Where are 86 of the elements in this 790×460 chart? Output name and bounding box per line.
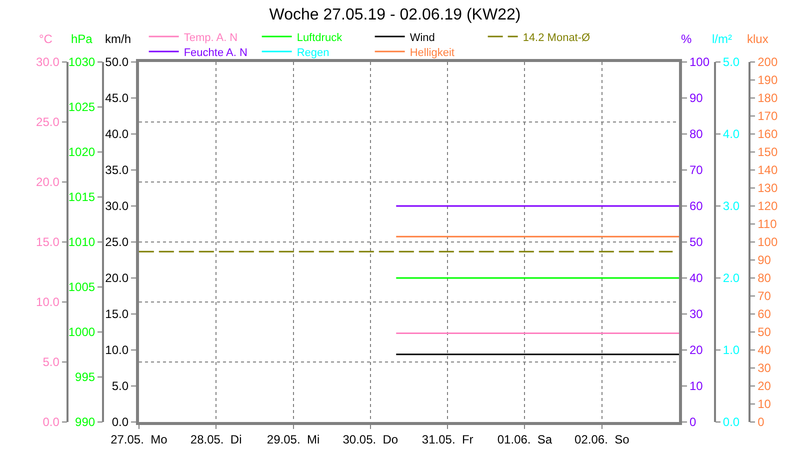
legend-label: Helligkeit <box>410 46 454 59</box>
y3-tick-label: 30 <box>758 361 772 376</box>
y2-tick-label: 4.0 <box>722 127 740 142</box>
y2-axis-title: l/m² <box>712 32 732 46</box>
y3-axis-title: hPa <box>71 32 93 46</box>
y3-tick-label: 150 <box>758 145 778 160</box>
y3-tick-label: 70 <box>758 289 772 304</box>
x-tick-label: 31.05. Fr <box>422 432 474 446</box>
y2-tick-label: 15.0 <box>36 235 60 250</box>
y3-tick-label: 110 <box>758 217 778 232</box>
y3-tick-label: 1010 <box>68 235 96 250</box>
y3-tick-label: 1025 <box>68 100 96 114</box>
y3-tick-label: 40 <box>758 343 772 358</box>
y3-tick-label: 1000 <box>68 325 96 340</box>
y-tick-label: 80 <box>689 127 704 142</box>
y-tick-label: 20.0 <box>105 271 129 286</box>
legend-label: Regen <box>296 46 330 59</box>
y-tick-label: 30.0 <box>105 199 129 214</box>
y-tick-label: 40.0 <box>105 127 129 142</box>
y3-tick-label: 1020 <box>68 145 96 160</box>
y3-tick-label: 50 <box>758 325 772 340</box>
y3-tick-label: 190 <box>758 73 778 88</box>
y-tick-label: 10 <box>689 379 704 394</box>
y3-axis-title: klux <box>747 32 768 46</box>
y3-tick-label: 0 <box>758 415 765 430</box>
y-tick-label: 100 <box>689 55 710 70</box>
x-tick-label: 01.06. Sa <box>497 432 552 446</box>
y-tick-label: 45.0 <box>105 91 129 106</box>
legend-label: Feuchte A. N <box>184 46 248 59</box>
y3-tick-label: 1030 <box>68 55 96 70</box>
y3-tick-label: 1015 <box>68 190 96 204</box>
y2-tick-label: 25.0 <box>36 115 60 130</box>
y3-tick-label: 160 <box>758 127 778 142</box>
y3-tick-label: 130 <box>758 181 778 196</box>
y3-tick-label: 140 <box>758 163 778 178</box>
y-tick-label: 35.0 <box>105 163 129 178</box>
y-tick-label: 0 <box>689 415 696 430</box>
y-tick-label: 30 <box>689 307 704 322</box>
y3-tick-label: 120 <box>758 199 778 214</box>
x-tick-label: 27.05. Mo <box>110 432 168 446</box>
y-tick-label: 90 <box>689 91 704 106</box>
x-tick-label: 28.05. Di <box>190 432 242 446</box>
y-tick-label: 20 <box>689 343 704 358</box>
x-tick-label: 02.06. So <box>574 432 630 446</box>
y3-tick-label: 180 <box>758 91 778 106</box>
y-tick-label: 50.0 <box>105 55 129 70</box>
y3-tick-label: 90 <box>758 253 772 268</box>
y2-tick-label: 5.0 <box>722 55 740 70</box>
y3-tick-label: 170 <box>758 109 778 124</box>
x-tick-label: 29.05. Mi <box>266 432 320 446</box>
y2-axis-title: °C <box>39 32 53 46</box>
y2-tick-label: 1.0 <box>722 343 740 358</box>
y-tick-label: 10.0 <box>105 343 129 358</box>
chart-title: Woche 27.05.19 - 02.06.19 (KW22) <box>269 6 521 24</box>
y2-tick-label: 0.0 <box>722 415 740 430</box>
x-tick-label: 30.05. Do <box>342 432 398 446</box>
y-tick-label: 0.0 <box>112 415 129 430</box>
y2-tick-label: 0.0 <box>42 415 60 430</box>
y2-tick-label: 2.0 <box>722 271 740 286</box>
y3-tick-label: 1005 <box>68 280 96 294</box>
y-tick-label: 40 <box>689 271 704 286</box>
y2-tick-label: 20.0 <box>36 175 60 190</box>
y2-tick-label: 30.0 <box>36 55 60 70</box>
y-axis-title: km/h <box>105 32 132 46</box>
y-tick-label: 25.0 <box>105 235 129 250</box>
y-tick-label: 60 <box>689 199 704 214</box>
y2-tick-label: 10.0 <box>36 295 60 310</box>
y-tick-label: 5.0 <box>112 379 129 394</box>
y3-tick-label: 20 <box>758 379 772 394</box>
y-tick-label: 15.0 <box>105 307 129 322</box>
y3-tick-label: 990 <box>75 415 96 430</box>
y3-tick-label: 80 <box>758 271 772 286</box>
y-tick-label: 70 <box>689 163 704 178</box>
legend-label: 14.2 Monat-Ø <box>522 32 591 44</box>
legend-label: Wind <box>410 32 435 44</box>
y2-tick-label: 5.0 <box>42 355 60 370</box>
y-tick-label: 50 <box>689 235 704 250</box>
legend-label: Luftdruck <box>296 32 343 44</box>
y3-tick-label: 10 <box>758 397 772 412</box>
y2-tick-label: 3.0 <box>722 199 740 214</box>
y3-tick-label: 100 <box>758 235 778 250</box>
y3-tick-label: 200 <box>758 55 778 70</box>
y3-tick-label: 60 <box>758 307 772 322</box>
y-axis-title: % <box>681 32 692 46</box>
legend-label: Temp. A. N <box>184 32 238 44</box>
y3-tick-label: 995 <box>75 370 96 384</box>
